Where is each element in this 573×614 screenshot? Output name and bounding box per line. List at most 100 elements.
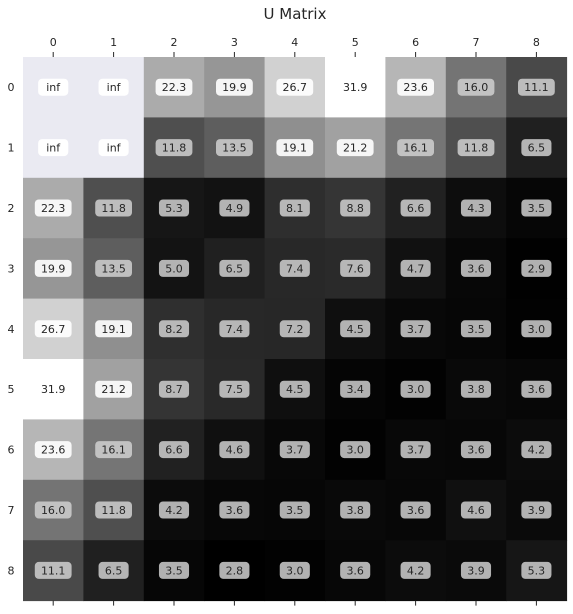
cell-label-r1-c0: inf (46, 142, 61, 155)
cell-label-r1-c2: 11.8 (162, 142, 187, 155)
cell-label-box-r5-c5 (340, 380, 371, 398)
cell-label-box-r0-c0 (38, 78, 69, 96)
cell-label-r3-c4: 7.4 (286, 262, 304, 275)
cell-label-r2-c5: 8.8 (346, 202, 364, 215)
cell-label-r2-c4: 8.1 (286, 202, 304, 215)
cell-label-r8-c2: 3.5 (165, 564, 183, 577)
cell-label-r2-c1: 11.8 (101, 202, 126, 215)
cell-label-box-r8-c2 (158, 561, 190, 579)
cell-label-box-r2-c6 (400, 199, 431, 217)
cell-label-r2-c2: 5.3 (165, 202, 183, 215)
cell-label-r4-c2: 8.2 (165, 323, 183, 336)
cell-label-r6-c2: 6.6 (165, 444, 183, 457)
cell-label-box-r5-c8 (521, 380, 552, 398)
cell-label-box-r7-c2 (158, 501, 190, 519)
cell-label-r4-c8: 3.0 (528, 323, 546, 336)
cell-label-box-r8-c4 (279, 561, 310, 579)
cell-label-box-r1-c8 (521, 139, 552, 157)
cell-label-box-r0-c6 (397, 78, 434, 96)
cell-label-box-r3-c2 (158, 259, 190, 277)
cell-label-r7-c0: 16.0 (41, 504, 66, 517)
cell-label-box-r6-c8 (521, 441, 552, 459)
cell-label-box-r4-c6 (400, 320, 431, 338)
cell-label-box-r7-c8 (521, 501, 552, 519)
cell-label-box-r5-c4 (279, 380, 310, 398)
y-tick-label-7: 7 (8, 504, 15, 517)
cell-label-box-r7-c0 (34, 501, 72, 519)
x-tick-label-6: 6 (412, 36, 419, 49)
cell-label-r8-c4: 3.0 (286, 564, 304, 577)
axis-ticks: 0 1 2 3 4 5 6 7 8 0 1 2 3 4 5 6 7 8 (8, 36, 540, 606)
heatmap-cell-labels: inf inf 22.3 19.9 26.7 31.9 23.6 16.0 11.1 inf inf… (34, 78, 555, 579)
cell-label-box-r8-c6 (400, 561, 431, 579)
cell-label-r3-c1: 13.5 (101, 262, 126, 275)
cell-label-box-r8-c3 (219, 561, 250, 579)
cell-label-r4-c4: 7.2 (286, 323, 304, 336)
cell-label-box-r5-c1 (95, 380, 132, 398)
cell-label-box-r1-c2 (155, 139, 193, 157)
cell-label-r0-c0: inf (46, 81, 61, 94)
cell-label-r1-c1: inf (107, 142, 122, 155)
heatmap-cell-r0-c5 (325, 57, 386, 118)
cell-label-r7-c6: 3.6 (407, 504, 425, 517)
cell-label-r6-c7: 3.6 (467, 444, 485, 457)
cell-label-r2-c3: 4.9 (226, 202, 244, 215)
cell-label-box-r0-c2 (155, 78, 193, 96)
cell-label-box-r4-c5 (340, 320, 371, 338)
cell-label-box-r1-c3 (216, 139, 253, 157)
x-tick-label-5: 5 (352, 36, 359, 49)
cell-label-box-r5-c7 (460, 380, 492, 398)
cell-label-r5-c1: 21.2 (101, 383, 126, 396)
cell-label-box-r0-c3 (216, 78, 253, 96)
cell-label-r7-c7: 4.6 (467, 504, 485, 517)
cell-label-r6-c8: 4.2 (528, 444, 546, 457)
cell-label-box-r7-c7 (460, 501, 492, 519)
cell-label-r5-c0: 31.9 (41, 383, 66, 396)
cell-label-box-r3-c0 (34, 259, 72, 277)
cell-label-r0-c4: 26.7 (283, 81, 308, 94)
cell-label-r3-c3: 6.5 (226, 262, 244, 275)
cell-label-box-r3-c7 (460, 259, 492, 277)
cell-label-r5-c2: 8.7 (165, 383, 183, 396)
cell-label-r5-c3: 7.5 (226, 383, 244, 396)
cell-label-box-r0-c8 (518, 78, 555, 96)
x-tick-label-1: 1 (110, 36, 117, 49)
cell-label-r7-c2: 4.2 (165, 504, 183, 517)
cell-label-box-r2-c4 (279, 199, 310, 217)
cell-label-r0-c1: inf (107, 81, 122, 94)
cell-label-box-r6-c0 (34, 441, 72, 459)
cell-label-r6-c4: 3.7 (286, 444, 304, 457)
cell-label-r1-c4: 19.1 (283, 142, 308, 155)
cell-label-box-r6-c5 (340, 441, 371, 459)
cell-label-box-r7-c4 (279, 501, 310, 519)
y-tick-label-5: 5 (8, 383, 15, 396)
cell-label-box-r8-c8 (521, 561, 552, 579)
cell-label-r3-c6: 4.7 (407, 262, 425, 275)
cell-label-box-r6-c3 (219, 441, 250, 459)
cell-label-box-r0-c4 (276, 78, 314, 96)
cell-label-box-r8-c7 (460, 561, 492, 579)
cell-label-r1-c8: 6.5 (528, 142, 546, 155)
cell-label-r2-c8: 3.5 (528, 202, 546, 215)
cell-label-r7-c3: 3.6 (226, 504, 244, 517)
cell-label-box-r1-c5 (336, 139, 374, 157)
cell-label-r8-c3: 2.8 (226, 564, 244, 577)
cell-label-box-r3-c1 (95, 259, 132, 277)
x-tick-label-2: 2 (171, 36, 178, 49)
y-tick-label-0: 0 (8, 81, 15, 94)
cell-label-r7-c4: 3.5 (286, 504, 304, 517)
cell-label-box-r2-c3 (219, 199, 250, 217)
x-tick-label-3: 3 (231, 36, 238, 49)
cell-label-box-r1-c4 (276, 139, 314, 157)
cell-label-box-r1-c6 (397, 139, 434, 157)
cell-label-box-r2-c0 (34, 199, 72, 217)
cell-label-r0-c3: 19.9 (222, 81, 247, 94)
cell-label-r8-c8: 5.3 (528, 564, 546, 577)
cell-label-box-r3-c5 (340, 259, 371, 277)
cell-label-box-r1-c0 (38, 139, 69, 157)
cell-label-r4-c1: 19.1 (101, 323, 126, 336)
cell-label-r1-c6: 16.1 (403, 142, 428, 155)
cell-label-box-r6-c4 (279, 441, 310, 459)
x-tick-label-8: 8 (533, 36, 540, 49)
